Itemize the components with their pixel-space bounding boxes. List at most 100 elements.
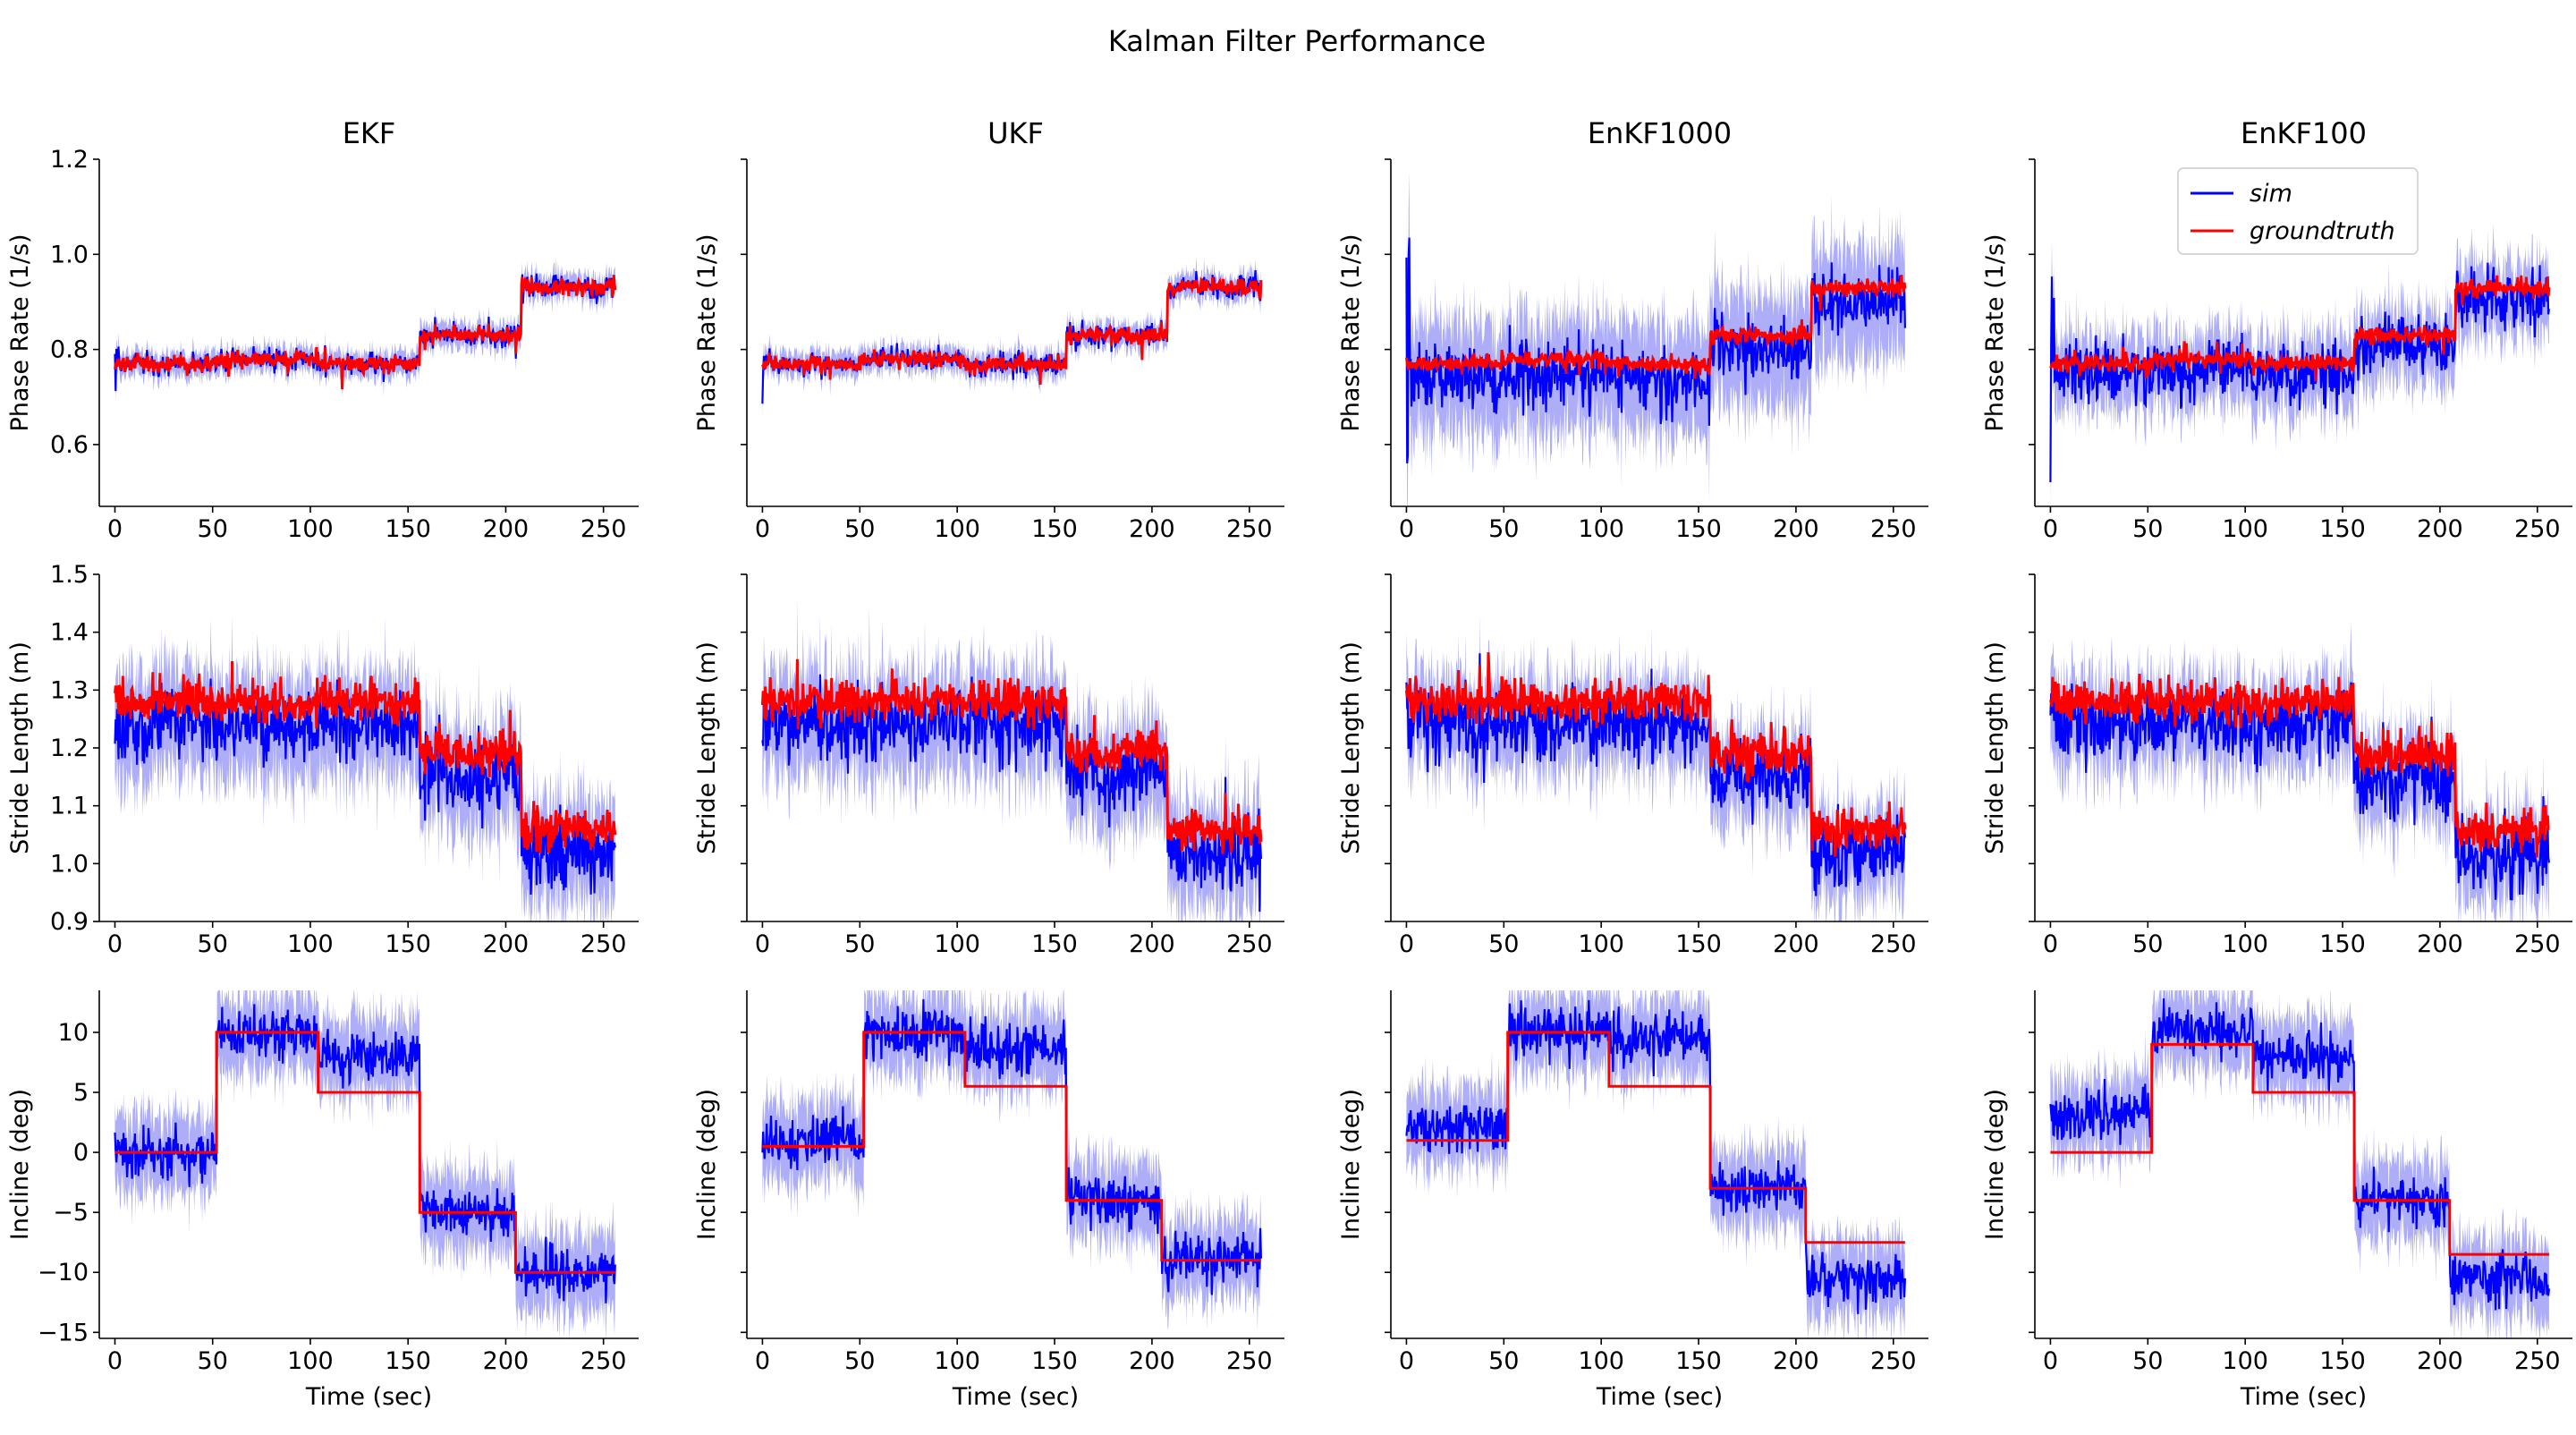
x-tick-label: 100 — [934, 515, 980, 543]
groundtruth-line-phase — [761, 276, 1263, 385]
legend-sim-label: sim — [2250, 180, 2292, 208]
x-tick-label: 150 — [385, 930, 431, 958]
panel-phase-enkf100: 0 50 100 150 200 250 Phase Rate (1/s) sim ground… — [1981, 158, 2572, 543]
y-axis-label: Phase Rate (1/s) — [1337, 234, 1365, 431]
x-axis-label: Time (sec) — [952, 1383, 1079, 1411]
y-axis-label: Phase Rate (1/s) — [1981, 234, 2009, 431]
x-tick-label: 100 — [2222, 930, 2268, 958]
y-tick-label: 1.0 — [50, 850, 89, 878]
x-tick-label: 50 — [198, 930, 228, 958]
x-tick-label: 100 — [934, 930, 980, 958]
x-tick-label: 150 — [1031, 930, 1078, 958]
sim-band-stride — [114, 616, 615, 921]
x-tick-label: 100 — [2222, 1347, 2268, 1375]
groundtruth-line-phase — [114, 275, 617, 390]
y-tick-label: −15 — [38, 1319, 89, 1346]
y-axis-label: Incline (deg) — [693, 1089, 721, 1240]
sim-line-incline — [761, 998, 1262, 1295]
x-tick-label: 100 — [1578, 515, 1624, 543]
x-tick-label: 250 — [2514, 930, 2561, 958]
legend: sim groundtruth — [2177, 167, 2419, 255]
x-tick-label: 50 — [198, 1347, 228, 1375]
y-tick-label: −5 — [53, 1199, 89, 1227]
groundtruth-line-stride — [114, 660, 617, 853]
x-tick-label: 50 — [844, 930, 875, 958]
x-tick-label: 200 — [1129, 515, 1175, 543]
x-tick-label: 250 — [2514, 515, 2561, 543]
x-tick-label: 0 — [755, 1347, 770, 1375]
x-tick-label: 250 — [1226, 515, 1273, 543]
x-tick-label: 250 — [1870, 515, 1917, 543]
x-tick-label: 50 — [2132, 515, 2163, 543]
panel-incline-enkf1000: 0 50 100 150 200 250 Incline (deg) Time (sec) — [1337, 990, 1928, 1411]
y-tick-label: 1.4 — [50, 619, 89, 647]
legend-groundtruth-label: groundtruth — [2250, 217, 2395, 245]
figure-title: Kalman Filter Performance — [1108, 24, 1486, 58]
x-tick-label: 50 — [1488, 930, 1519, 958]
x-tick-label: 150 — [2319, 930, 2366, 958]
groundtruth-line-stride — [2048, 674, 2550, 858]
x-tick-label: 200 — [483, 515, 530, 543]
panel-phase-ukf: 0 50 100 150 200 250 Phase Rate (1/s) — [693, 158, 1284, 543]
y-axis-label: Phase Rate (1/s) — [6, 234, 34, 431]
sim-line-incline — [1405, 999, 1906, 1314]
x-tick-label: 100 — [1578, 1347, 1624, 1375]
column-title-enkf100: EnKF100 — [2241, 116, 2367, 150]
groundtruth-line-stride — [760, 658, 1263, 854]
column-title-ukf: UKF — [987, 116, 1044, 150]
y-tick-label: 0.9 — [50, 908, 89, 936]
y-tick-label: 0.8 — [50, 336, 89, 364]
column-title-enkf1000: EnKF1000 — [1588, 116, 1732, 150]
x-tick-label: 0 — [107, 1347, 123, 1375]
panel-stride-ekf: 0.9 1.0 1.1 1.2 1.3 1.4 1.5 0 50 100 150 200 250 Stri… — [6, 561, 639, 958]
x-tick-label: 0 — [2043, 515, 2058, 543]
x-tick-label: 150 — [1031, 515, 1078, 543]
sim-band-incline — [1406, 990, 1905, 1338]
x-tick-label: 250 — [1226, 1347, 1273, 1375]
y-axis-label: Stride Length (m) — [6, 641, 34, 854]
x-tick-label: 150 — [1675, 515, 1722, 543]
groundtruth-line-phase — [1404, 275, 1907, 378]
panel-stride-ukf: 0 50 100 150 200 250 Stride Length (m) — [693, 573, 1284, 958]
groundtruth-line-incline — [762, 1031, 1261, 1262]
x-tick-label: 250 — [580, 930, 627, 958]
x-tick-label: 0 — [1399, 515, 1414, 543]
panel-phase-ekf: 0.6 0.8 1.0 1.2 0 50 100 150 200 250 Phase Rate (1… — [6, 146, 639, 543]
x-tick-label: 200 — [2417, 1347, 2463, 1375]
x-tick-label: 100 — [2222, 515, 2268, 543]
groundtruth-line-stride — [1404, 652, 1907, 857]
x-tick-label: 0 — [755, 930, 770, 958]
y-axis-label: Incline (deg) — [6, 1089, 34, 1240]
y-tick-label: 5 — [73, 1079, 89, 1107]
x-tick-label: 100 — [934, 1347, 980, 1375]
panel-phase-enkf1000: 0 50 100 150 200 250 Phase Rate (1/s) — [1337, 158, 1928, 543]
x-tick-label: 100 — [287, 1347, 334, 1375]
x-tick-label: 150 — [1675, 1347, 1722, 1375]
panel-stride-enkf1000: 0 50 100 150 200 250 Stride Length (m) — [1337, 573, 1928, 958]
x-tick-label: 250 — [1226, 930, 1273, 958]
x-tick-label: 250 — [580, 515, 627, 543]
x-tick-label: 150 — [2319, 515, 2366, 543]
y-axis-label: Stride Length (m) — [693, 641, 721, 854]
x-tick-label: 0 — [1399, 930, 1414, 958]
x-tick-label: 0 — [107, 515, 123, 543]
x-tick-label: 200 — [1129, 930, 1175, 958]
sim-line-incline — [2049, 998, 2550, 1311]
x-tick-label: 100 — [287, 930, 334, 958]
sim-band-phase — [1406, 171, 1905, 506]
x-tick-label: 100 — [287, 515, 334, 543]
groundtruth-line-incline — [114, 1031, 615, 1274]
y-tick-label: 0.6 — [50, 431, 89, 459]
sim-band-incline — [762, 990, 1261, 1332]
x-axis-label: Time (sec) — [305, 1383, 432, 1411]
x-tick-label: 200 — [1129, 1347, 1175, 1375]
y-axis-label: Stride Length (m) — [1981, 641, 2009, 854]
x-tick-label: 50 — [198, 515, 228, 543]
x-tick-label: 0 — [1399, 1347, 1414, 1375]
sim-band-phase — [762, 256, 1261, 417]
y-axis-label: Stride Length (m) — [1337, 641, 1365, 854]
panel-stride-enkf100: 0 50 100 150 200 250 Stride Length (m) — [1981, 573, 2572, 958]
x-tick-label: 200 — [2417, 930, 2463, 958]
